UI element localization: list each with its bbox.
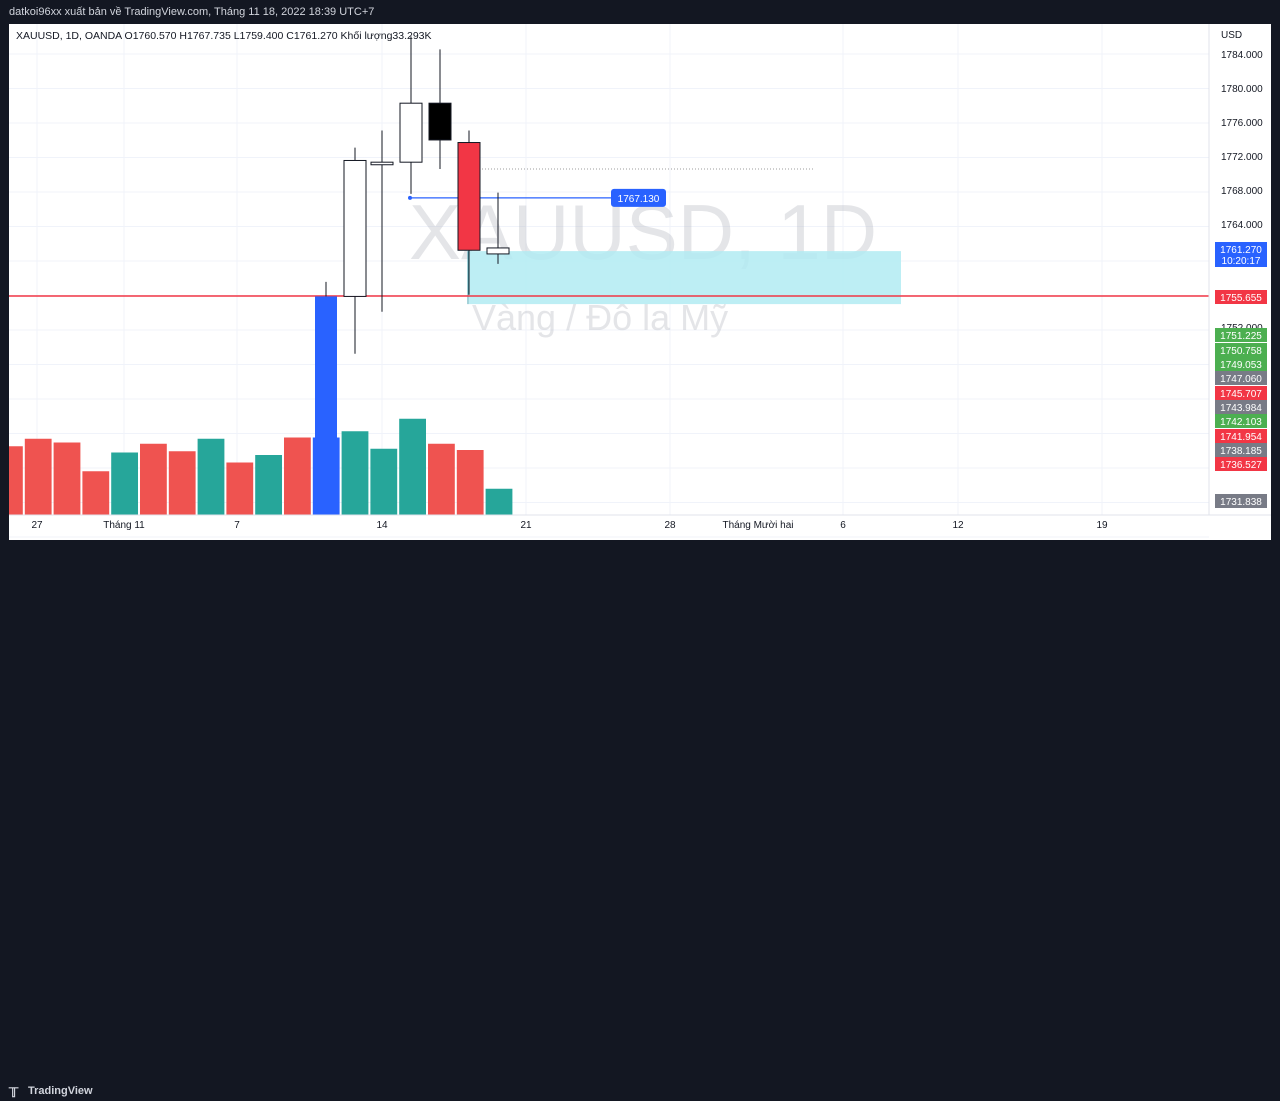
price-label: 1731.838 <box>1220 497 1262 508</box>
price-label-bg <box>1215 253 1267 267</box>
volume-bar <box>197 438 225 515</box>
price-line-label: 1767.130 <box>618 194 660 205</box>
time-tick: 27 <box>31 520 43 531</box>
price-label-bg <box>1215 371 1267 385</box>
drawings[interactable]: 1767.130 <box>9 168 1209 305</box>
price-tick: 1784.000 <box>1221 50 1263 61</box>
volume-bar <box>456 450 484 515</box>
price-label-bg <box>1215 400 1267 414</box>
price-tick: 1780.000 <box>1221 84 1263 95</box>
price-label: 1750.758 <box>1220 346 1262 357</box>
price-label-bg <box>1215 357 1267 371</box>
volume-bar <box>485 488 513 515</box>
price-label: 1736.527 <box>1220 460 1262 471</box>
volume-bars <box>9 418 513 515</box>
volume-bar <box>341 431 369 515</box>
price-label-bg <box>1215 494 1267 508</box>
time-tick: 7 <box>234 520 240 531</box>
brand-name: TradingView <box>28 1085 93 1097</box>
price-label-bg <box>1215 343 1267 357</box>
volume-bar <box>284 437 311 515</box>
price-label: 1749.053 <box>1220 360 1262 371</box>
price-label: 1745.707 <box>1220 389 1262 400</box>
price-label-bg <box>1215 242 1267 256</box>
time-tick: Tháng Mười hai <box>722 520 793 531</box>
chart-frame[interactable]: XAUUSD, 1D Vàng / Đô la Mỹ 1767.130 XAUU… <box>9 24 1271 540</box>
price-label: 1742.103 <box>1220 417 1262 428</box>
candle-body <box>457 142 481 251</box>
price-label: 1738.185 <box>1220 446 1262 457</box>
footer: 𝕋 TradingView <box>0 540 1280 1100</box>
price-label: 1755.655 <box>1220 293 1262 304</box>
volume-bar <box>53 442 81 515</box>
currency-label: USD <box>1221 30 1242 41</box>
price-label: 1747.060 <box>1220 374 1262 385</box>
price-tick: 1764.000 <box>1221 220 1263 231</box>
volume-bar <box>399 418 426 515</box>
price-label-bg <box>1215 443 1267 457</box>
price-tick: 1768.000 <box>1221 186 1263 197</box>
time-tick: 12 <box>952 520 964 531</box>
volume-bar <box>168 451 196 515</box>
time-tick: 19 <box>1096 520 1108 531</box>
volume-bar <box>255 455 282 515</box>
price-label-bg <box>1215 457 1267 471</box>
time-tick: 21 <box>520 520 532 531</box>
price-axis[interactable]: USD 1784.000 1780.000 1776.000 1772.000 1768.… <box>1208 24 1271 515</box>
time-axis[interactable]: 27 Tháng 11 7 14 21 28 Tháng Mười hai 6 12 19 <box>9 514 1271 531</box>
price-line-label-bg <box>611 188 666 207</box>
price-label: 1751.225 <box>1220 331 1262 342</box>
price-label-bg <box>1215 386 1267 400</box>
candle-body <box>399 102 423 163</box>
price-label: 1743.984 <box>1220 403 1262 414</box>
time-tick: 28 <box>664 520 676 531</box>
volume-bar <box>140 443 167 515</box>
candles <box>315 36 510 515</box>
price-tick: 1772.000 <box>1221 152 1263 163</box>
volume-bar <box>226 462 254 515</box>
price-label-bg <box>1215 429 1267 443</box>
time-tick: 14 <box>376 520 388 531</box>
published-by-text: datkoi96xx xuất bản về TradingView.com, … <box>9 6 375 18</box>
volume-bar <box>111 452 138 515</box>
price-chart[interactable]: XAUUSD, 1D Vàng / Đô la Mỹ 1767.130 XAUU… <box>9 24 1271 540</box>
candle-body <box>486 247 510 255</box>
volume-bar <box>24 438 52 515</box>
candle-body <box>315 296 337 515</box>
price-label: 1741.954 <box>1220 432 1262 443</box>
volume-bar <box>82 471 110 515</box>
volume-bar <box>428 443 455 515</box>
price-label-bg <box>1215 414 1267 428</box>
time-tick: 6 <box>840 520 846 531</box>
trend-line-handle <box>408 195 412 200</box>
price-label: 1761.270 <box>1220 245 1262 256</box>
time-tick: Tháng 11 <box>103 520 145 531</box>
price-tick: 1776.000 <box>1221 118 1263 129</box>
price-label-bg <box>1215 328 1267 342</box>
volume-bar <box>370 448 398 515</box>
candle-body <box>428 102 452 141</box>
price-label: 10:20:17 <box>1222 256 1261 267</box>
candle-body <box>370 161 394 166</box>
tradingview-logo-icon: 𝕋 <box>9 1085 19 1100</box>
price-label-bg <box>1215 290 1267 304</box>
grid <box>9 24 1209 538</box>
candle-body <box>343 159 367 297</box>
volume-bar <box>9 446 23 515</box>
symbol-legend: XAUUSD, 1D, OANDA O1760.570 H1767.735 L1… <box>16 30 432 42</box>
